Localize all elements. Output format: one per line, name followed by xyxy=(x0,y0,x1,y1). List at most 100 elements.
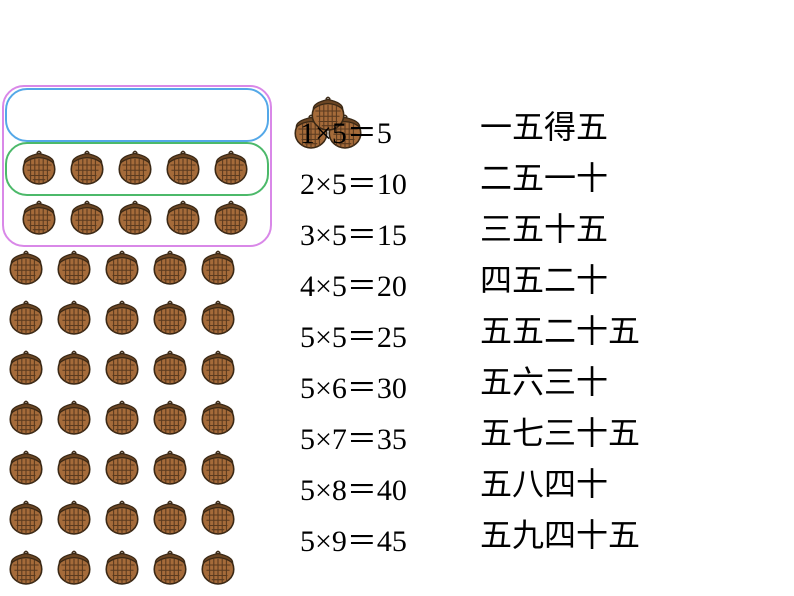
eq-rhs: 45 xyxy=(377,525,407,558)
acorn-icon xyxy=(5,244,47,286)
acorn-icon xyxy=(149,544,191,586)
equals-sign: ＝ xyxy=(347,525,377,558)
acorn-icon xyxy=(53,494,95,536)
acorn-icon xyxy=(197,494,239,536)
acorn-row xyxy=(5,294,239,336)
equation-column: 1×5＝5 2×5＝10 3×5＝15 4×5＝20 5×5＝25 5×6＝30… xyxy=(300,108,407,567)
acorn-icon xyxy=(53,344,95,386)
equals-sign: ＝ xyxy=(347,270,377,303)
acorn-icon xyxy=(5,544,47,586)
acorn-icon xyxy=(53,444,95,486)
eq-lhs: 5×8 xyxy=(300,474,347,507)
acorn-row xyxy=(18,194,252,236)
acorn-icon xyxy=(210,194,252,236)
equation-row: 5×5＝25 xyxy=(300,312,407,363)
equals-sign: ＝ xyxy=(347,423,377,456)
eq-lhs: 1×5 xyxy=(300,117,347,150)
acorn-icon xyxy=(18,144,60,186)
eq-rhs: 5 xyxy=(377,117,392,150)
equals-sign: ＝ xyxy=(347,219,377,252)
acorn-icon xyxy=(197,544,239,586)
eq-rhs: 25 xyxy=(377,321,407,354)
eq-lhs: 5×6 xyxy=(300,372,347,405)
acorn-row xyxy=(5,344,239,386)
chinese-row: 五六三十 xyxy=(480,357,640,408)
acorn-icon xyxy=(66,194,108,236)
equation-row: 5×8＝40 xyxy=(300,465,407,516)
acorn-icon xyxy=(197,244,239,286)
acorn-icon xyxy=(197,344,239,386)
chinese-row: 五七三十五 xyxy=(480,408,640,459)
acorn-row xyxy=(5,244,239,286)
eq-lhs: 5×9 xyxy=(300,525,347,558)
equation-row: 4×5＝20 xyxy=(300,261,407,312)
eq-rhs: 20 xyxy=(377,270,407,303)
chinese-row: 二五一十 xyxy=(480,153,640,204)
equals-sign: ＝ xyxy=(347,372,377,405)
acorn-icon xyxy=(53,244,95,286)
acorn-icon xyxy=(101,494,143,536)
acorn-icon xyxy=(5,294,47,336)
acorn-icon xyxy=(149,444,191,486)
acorn-icon xyxy=(162,144,204,186)
acorn-icon xyxy=(101,344,143,386)
acorn-icon xyxy=(149,394,191,436)
acorn-icon xyxy=(162,194,204,236)
chinese-row: 四五二十 xyxy=(480,255,640,306)
acorn-icon xyxy=(53,394,95,436)
acorn-row xyxy=(5,544,239,586)
acorn-icon xyxy=(114,194,156,236)
equals-sign: ＝ xyxy=(347,117,377,150)
acorn-icon xyxy=(197,444,239,486)
acorn-icon xyxy=(101,544,143,586)
acorn-icon xyxy=(5,344,47,386)
eq-rhs: 40 xyxy=(377,474,407,507)
eq-lhs: 5×5 xyxy=(300,321,347,354)
acorn-icon xyxy=(149,494,191,536)
eq-lhs: 3×5 xyxy=(300,219,347,252)
acorn-icon xyxy=(101,294,143,336)
acorn-row xyxy=(5,444,239,486)
acorn-icon xyxy=(149,344,191,386)
acorn-icon xyxy=(101,394,143,436)
equals-sign: ＝ xyxy=(347,321,377,354)
acorn-row xyxy=(18,144,252,186)
chinese-column: 一五得五 二五一十 三五十五 四五二十 五五二十五 五六三十 五七三十五 五八四… xyxy=(480,102,640,561)
equation-row: 1×5＝5 xyxy=(300,108,407,159)
eq-lhs: 4×5 xyxy=(300,270,347,303)
eq-rhs: 15 xyxy=(377,219,407,252)
equation-row: 5×7＝35 xyxy=(300,414,407,465)
chinese-row: 五九四十五 xyxy=(480,510,640,561)
chinese-row: 三五十五 xyxy=(480,204,640,255)
equals-sign: ＝ xyxy=(347,474,377,507)
eq-rhs: 30 xyxy=(377,372,407,405)
equation-row: 5×9＝45 xyxy=(300,516,407,567)
acorn-icon xyxy=(101,244,143,286)
eq-lhs: 2×5 xyxy=(300,168,347,201)
equals-sign: ＝ xyxy=(347,168,377,201)
acorn-row xyxy=(5,494,239,536)
eq-rhs: 35 xyxy=(377,423,407,456)
equation-row: 2×5＝10 xyxy=(300,159,407,210)
acorn-icon xyxy=(5,444,47,486)
acorn-icon xyxy=(101,444,143,486)
acorn-icon xyxy=(197,294,239,336)
acorn-row xyxy=(5,394,239,436)
eq-rhs: 10 xyxy=(377,168,407,201)
chinese-row: 五五二十五 xyxy=(480,306,640,357)
chinese-row: 一五得五 xyxy=(480,102,640,153)
acorn-icon xyxy=(53,294,95,336)
equation-row: 5×6＝30 xyxy=(300,363,407,414)
acorn-icon xyxy=(5,394,47,436)
acorn-icon xyxy=(149,244,191,286)
acorn-icon xyxy=(18,194,60,236)
acorn-icon xyxy=(114,144,156,186)
acorn-icon xyxy=(53,544,95,586)
acorn-icon xyxy=(210,144,252,186)
acorn-icon xyxy=(66,144,108,186)
acorn-icon xyxy=(197,394,239,436)
chinese-row: 五八四十 xyxy=(480,459,640,510)
equation-row: 3×5＝15 xyxy=(300,210,407,261)
acorn-icon xyxy=(149,294,191,336)
acorn-icon xyxy=(5,494,47,536)
